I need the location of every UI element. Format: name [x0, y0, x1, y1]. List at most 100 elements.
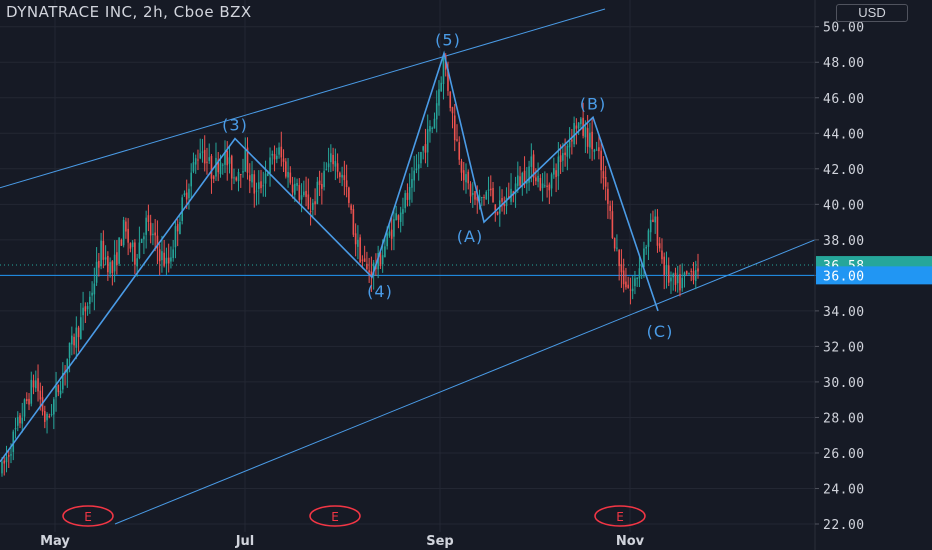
- candle-body: [217, 159, 220, 173]
- candle-body: [535, 177, 537, 182]
- candle-body: [384, 246, 386, 258]
- candle-body: [98, 260, 100, 268]
- price-tick-label: 24.00: [823, 482, 865, 497]
- candle-body: [462, 170, 465, 181]
- candle-body: [149, 222, 152, 236]
- candle-body: [127, 228, 129, 243]
- candle-body: [501, 198, 503, 202]
- candle-body: [537, 175, 539, 182]
- candle-body: [264, 173, 267, 184]
- candle-body: [487, 189, 490, 191]
- symbol-title[interactable]: DYNATRACE INC, 2h, Cboe BZX: [6, 3, 252, 21]
- candle-body: [645, 246, 647, 249]
- price-tick-label: 46.00: [823, 92, 865, 107]
- candle-body: [636, 277, 638, 280]
- candle-body: [341, 174, 343, 178]
- wave-label: (5): [435, 30, 461, 49]
- candle-body: [323, 170, 325, 187]
- candle-body: [154, 232, 156, 236]
- candle-body: [616, 247, 618, 249]
- candle-body: [80, 317, 82, 340]
- price-axis[interactable]: 22.00 24.00 26.00 28.00 30.00 32.00 34.00 36.00…: [815, 21, 865, 533]
- candle-body: [426, 129, 429, 153]
- time-tick-label: Sep: [426, 534, 454, 549]
- candle-body: [327, 163, 330, 168]
- candle-body: [388, 231, 391, 236]
- candle-body: [316, 181, 319, 204]
- candle-body: [161, 251, 163, 261]
- candle-body: [406, 192, 409, 200]
- level-price-tag: 36.00: [823, 269, 865, 284]
- candle-body: [136, 258, 138, 267]
- candle-body: [658, 243, 661, 249]
- candle-body: [215, 157, 217, 177]
- candle-body: [613, 238, 616, 249]
- candle-body: [489, 188, 492, 191]
- candle-body: [526, 181, 528, 184]
- candle-body: [43, 411, 46, 422]
- candle-body: [555, 170, 557, 178]
- candle-body: [584, 126, 587, 138]
- candle-body: [422, 146, 425, 151]
- candle-body: [10, 454, 12, 456]
- time-tick-label: Jul: [235, 534, 255, 549]
- candle-body: [363, 258, 366, 262]
- candle-body: [402, 209, 404, 214]
- candle-body: [224, 151, 226, 165]
- candle-body: [330, 153, 332, 163]
- channel-lower-line: [114, 239, 816, 525]
- candle-body: [672, 273, 675, 278]
- candle-body: [395, 213, 397, 221]
- candle-body: [89, 296, 91, 304]
- wave-label: (A): [457, 227, 483, 246]
- candle-body: [361, 259, 364, 261]
- candle-body: [471, 193, 474, 195]
- candle-body: [553, 168, 555, 175]
- candle-body: [661, 250, 663, 260]
- candle-body: [656, 216, 659, 246]
- earnings-marker: [594, 505, 646, 527]
- trend-channel[interactable]: [0, 8, 816, 525]
- candle-body: [408, 186, 411, 200]
- candle-body: [370, 271, 373, 277]
- candle-body: [523, 170, 526, 185]
- candle-body: [625, 281, 627, 288]
- candle-body: [505, 197, 508, 207]
- candle-body: [611, 211, 614, 238]
- currency-button[interactable]: USD: [836, 4, 908, 22]
- candle-body: [185, 192, 188, 200]
- candle-body: [638, 268, 641, 279]
- time-axis[interactable]: May Jul Sep Nov: [40, 534, 645, 549]
- candle-body: [467, 171, 470, 184]
- candle-body: [228, 157, 231, 164]
- candle-body: [377, 252, 379, 270]
- candle-body: [170, 257, 172, 262]
- candle-body: [591, 131, 593, 150]
- candle-body: [129, 243, 132, 249]
- candle-body: [176, 224, 179, 232]
- candle-body: [298, 185, 301, 201]
- candle-body: [156, 235, 159, 249]
- candle-body: [235, 177, 238, 181]
- candle-body: [519, 176, 521, 186]
- candle-body: [167, 257, 170, 264]
- candle-body: [23, 399, 26, 417]
- candle-body: [503, 204, 506, 207]
- candle-body: [120, 239, 123, 246]
- candle-body: [532, 154, 535, 178]
- candle-body: [125, 221, 127, 232]
- candle-body: [219, 162, 222, 175]
- candle-body: [600, 150, 602, 171]
- channel-upper-line: [0, 8, 606, 189]
- candle-body: [230, 155, 233, 179]
- price-tags: 36.5836.00: [816, 256, 932, 285]
- candle-body: [145, 217, 147, 235]
- candle-body: [602, 171, 605, 179]
- candle-body: [19, 415, 21, 424]
- elliott-wave-path[interactable]: [0, 50, 659, 463]
- candle-body: [568, 140, 571, 148]
- candle-body: [307, 194, 310, 209]
- price-tick-label: 42.00: [823, 163, 865, 178]
